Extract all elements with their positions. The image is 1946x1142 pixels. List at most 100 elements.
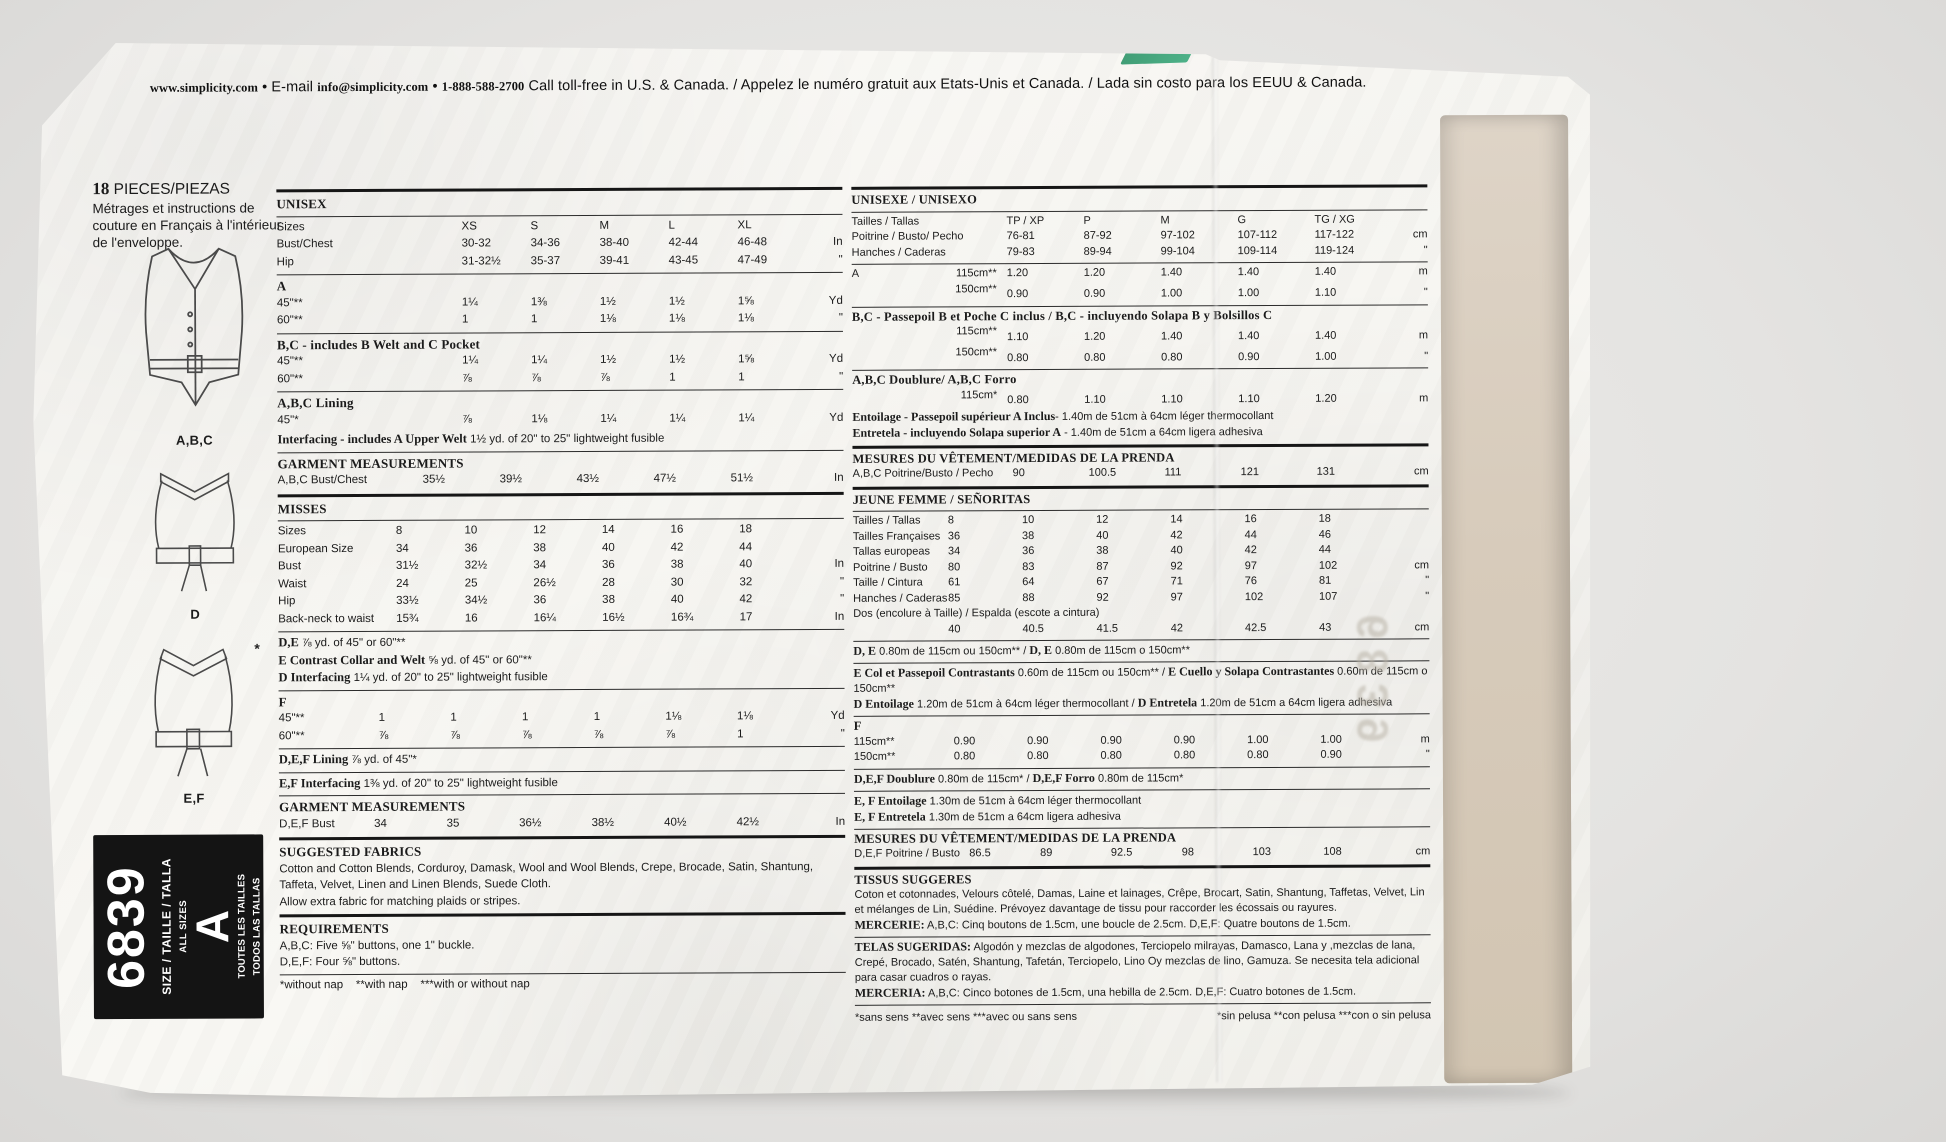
cell-value: L [668, 219, 675, 232]
cell-value: TP / XP [1006, 214, 1045, 227]
unit-cell: cm [1412, 228, 1428, 241]
cell-value: 44 [739, 540, 753, 553]
cell-value: 40.5 [1022, 622, 1044, 635]
row-label: Poitrine / Busto/ Pecho [852, 229, 1007, 245]
cell-value: 43-45 [668, 253, 699, 267]
cell-value: 18 [739, 523, 753, 536]
cell-value: 80 [947, 560, 961, 573]
unit-cell: " [840, 592, 845, 605]
row-label: Taille / Cintura [853, 575, 948, 591]
cell-value: 0.80 [1247, 749, 1269, 762]
text-segment: 1-888-588-2700 [441, 79, 525, 94]
text-segment: D Interfacing [278, 670, 351, 685]
note-line: D Entoilage 1.20m de 51cm à 64cm léger t… [854, 694, 1430, 713]
vest-back-drawing-ef [136, 642, 251, 788]
cell-value: 42 [1170, 621, 1184, 634]
row-label: Hanches / Caderas [852, 245, 1007, 261]
size-taille-talla-label: SIZE / TAILLE / TALLA [159, 858, 174, 996]
cell-value: 87 [1096, 560, 1109, 573]
row-label: Back-neck to waist [278, 610, 396, 628]
row-label-text: Poitrine / Busto/ Pecho [851, 230, 964, 243]
note-line: Cotton and Cotton Blends, Corduroy, Dama… [279, 858, 845, 893]
text-segment: D,E,F Lining [278, 752, 349, 767]
cell-value: 40 [948, 622, 961, 635]
note-line: Coton et cotonnades, Velours côtelé, Dam… [854, 885, 1430, 918]
vest-sketch-d: D [138, 464, 253, 621]
footnote-row: *sans sens **avec sens ***avec ou sans s… [855, 1005, 1431, 1026]
cell-value: 1 [530, 313, 538, 326]
cell-value: 131 [1316, 465, 1335, 478]
cell-value: 35-37 [530, 254, 561, 267]
cell-value: 16¼ [533, 611, 556, 624]
cell-value: TG / XG [1314, 213, 1355, 226]
cell-value: 85 [948, 591, 961, 604]
cell-value: 40 [739, 558, 753, 571]
table-section: A,B,C Doublure/ A,B,C Forro 115cm* 0.80 1.1… [852, 367, 1428, 441]
cell-value: ⅞ [665, 728, 676, 741]
cell-value: 92 [1170, 559, 1183, 572]
cell-value: 1⅛ [737, 312, 754, 325]
row-label-text: 45"** [277, 355, 303, 368]
note-line: TELAS SUGERIDAS: Algodón y mezclas de al… [855, 937, 1431, 986]
row-label: D,E,F Poitrine / Busto [854, 846, 969, 862]
text-segment: D,E [278, 635, 299, 650]
cell-value: ⅞ [593, 728, 604, 741]
cell-value: 1 [669, 371, 676, 384]
table-row: Back-neck to waist 15¾ 16 16¼ 16½ 16¾ 17 In [278, 608, 844, 628]
cell-value: 1.10 [1314, 286, 1337, 299]
table-section: D,E,F Lining ⅞ yd. of 45"* [279, 746, 845, 769]
cell-value: 1.10 [1238, 393, 1260, 406]
cell-value: 1¼ [462, 354, 479, 367]
horizontal-rule [854, 864, 1430, 870]
text-segment: E,F Interfacing [278, 775, 361, 790]
cell-value: 34 [374, 817, 387, 830]
table-section: E Col et Passepoil Contrastants 0.60m de… [853, 660, 1429, 713]
cell-value: 1.10 [1161, 393, 1183, 406]
cell-value: 1 [737, 727, 744, 740]
cell-value: 89 [1040, 846, 1053, 860]
row-label: Bust/Chest [277, 236, 462, 254]
row-label-text: D,E,F Poitrine / Busto [854, 847, 961, 860]
table-row: A,B,C Bust/Chest 35½ 39½ 43½ 47½ 51½ In [278, 470, 844, 490]
unit-cell: " [1423, 243, 1428, 256]
cell-value: 12 [1096, 513, 1109, 526]
cell-value: 88 [1022, 591, 1035, 604]
text-segment: E, F Entoilage [853, 793, 927, 808]
unit-cell: Yd [828, 294, 843, 307]
cell-value: 35½ [422, 473, 446, 486]
cell-value: 1½ [599, 295, 616, 308]
cell-value: 34 [533, 559, 547, 572]
cell-value: 43½ [576, 472, 600, 486]
cell-value: ⅞ [462, 371, 472, 385]
table-section: TELAS SUGERIDAS: Algodón y mezclas de al… [855, 934, 1431, 1002]
text-segment: D Entretela [1137, 695, 1198, 710]
cell-value: 1½ [668, 295, 685, 308]
row-label-text: Sizes [276, 220, 305, 233]
cell-value: 0.80 [1027, 749, 1049, 763]
unit-cell: In [835, 815, 846, 828]
text-segment: ⅞ yd. of 45" or 60"** [298, 636, 406, 650]
cell-value: 0.80 [1100, 749, 1122, 762]
text-segment: D, E [853, 643, 877, 658]
row-label-text: 115cm** [853, 735, 895, 748]
cell-value: 83 [1022, 560, 1035, 573]
cell-value: 40 [1096, 529, 1109, 542]
row-label: Tailles / Tallas [851, 214, 1006, 230]
cell-value: 36 [533, 594, 547, 607]
cell-value: P [1083, 214, 1091, 227]
cell-value: 16 [670, 523, 684, 536]
table-section: MESURES DU VÊTEMENT/MEDIDAS DE LA PRENDA… [852, 443, 1428, 483]
row-label-text: Hip [278, 595, 296, 608]
text-segment: • [428, 78, 442, 95]
envelope-flap-strip [1440, 115, 1572, 1084]
row-label: 45"** [277, 294, 462, 312]
note-line: D,E,F: Four ⅝" buttons. [280, 952, 846, 971]
cell-value: 26½ [533, 576, 556, 589]
text-segment: *without nap **with nap ***with or witho… [279, 977, 530, 991]
text-segment: 1¼ yd. of 20" to 25" lightweight fusible [350, 671, 548, 685]
row-label-text: Tallas europeas [852, 545, 931, 558]
cell-value: 38-40 [599, 236, 630, 249]
vest-sketch-ef: E,F [136, 642, 251, 805]
cell-value: 1.40 [1314, 265, 1337, 278]
row-label-text: Tailles / Tallas [851, 215, 920, 228]
